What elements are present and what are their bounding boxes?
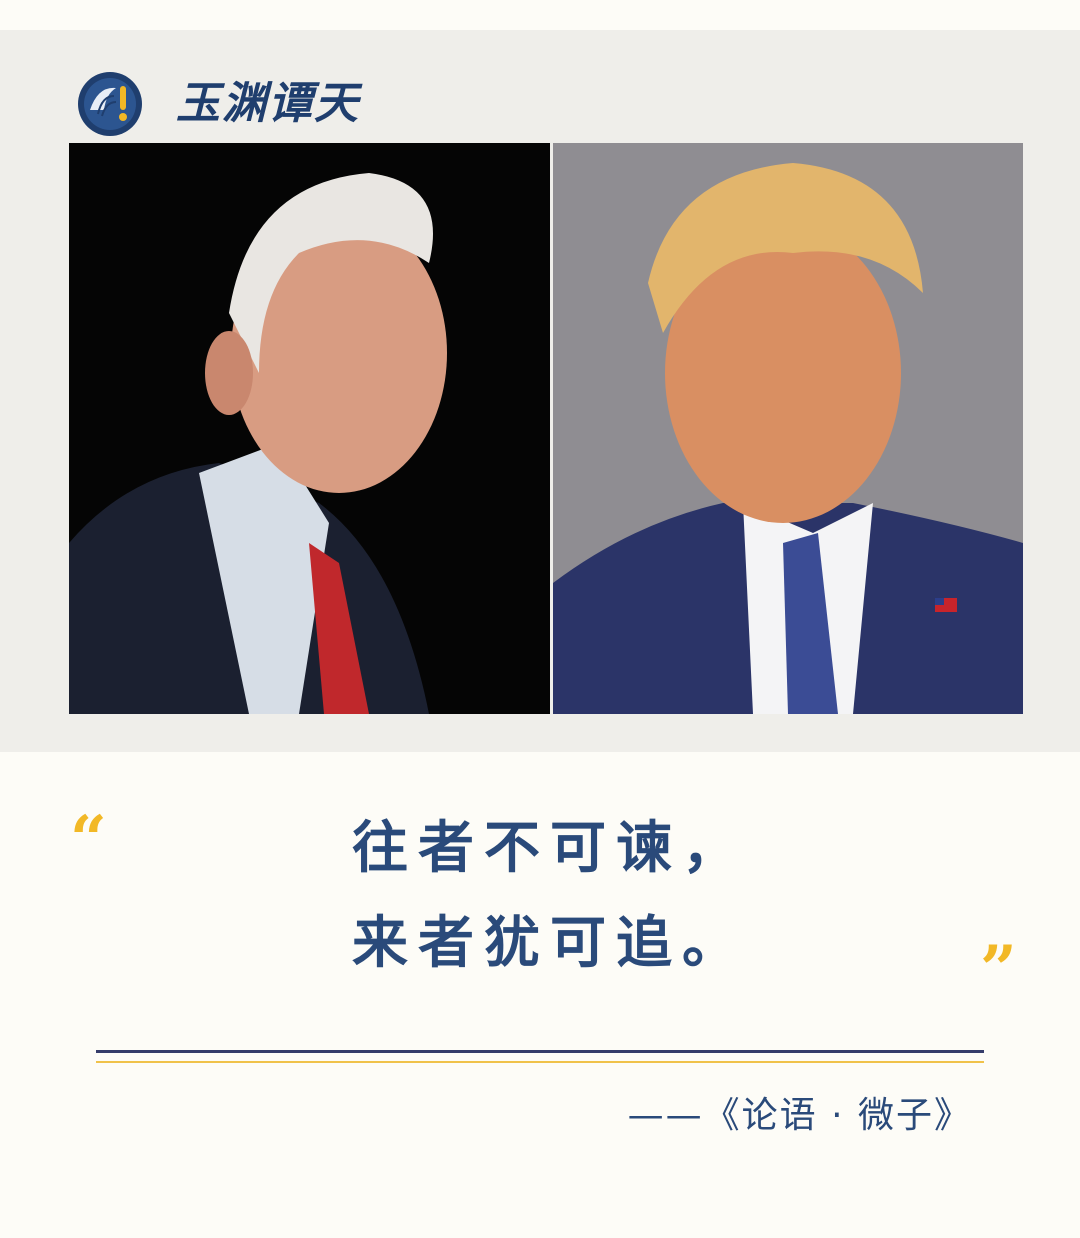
quote-line-1: 往者不可谏， <box>352 815 748 881</box>
portrait-photo-left <box>69 143 550 714</box>
divider-dark <box>96 1050 984 1053</box>
portrait-photo-right <box>553 143 1023 714</box>
divider-gold <box>96 1061 984 1063</box>
quote-line-2: 来者犹可追。 <box>352 910 748 976</box>
close-quote-mark: ” <box>980 932 1017 1007</box>
open-quote-mark: “ <box>70 802 107 877</box>
portrait-photo-icon <box>69 143 550 714</box>
brand-name: 玉渊谭天 <box>176 78 360 129</box>
brand-logo-icon <box>76 70 144 138</box>
quote-attribution: ——《论语 · 微子》 <box>627 1095 972 1136</box>
portrait-photo-icon <box>553 143 1023 714</box>
